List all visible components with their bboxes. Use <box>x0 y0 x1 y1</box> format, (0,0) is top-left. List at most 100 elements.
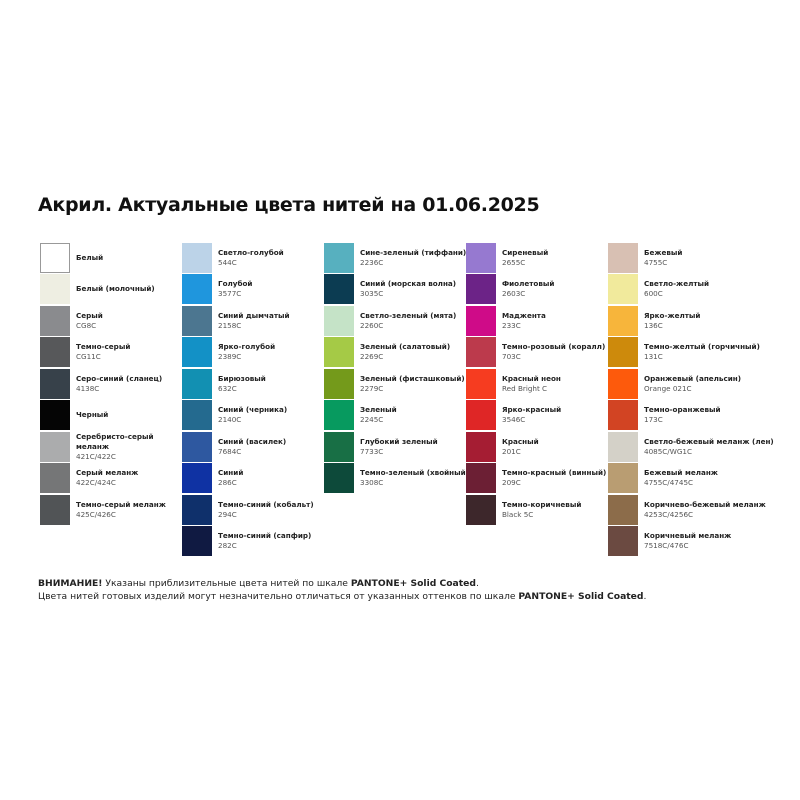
color-item: Темно-оранжевый 173C <box>608 400 750 432</box>
color-name: Светло-зеленый (мята) <box>360 310 457 320</box>
color-name: Серый <box>76 310 103 320</box>
color-item: Сиреневый 2655C <box>466 242 608 274</box>
color-name: Бежевый <box>644 247 683 257</box>
pantone-code: 173C <box>644 415 663 425</box>
color-name: Бирюзовый <box>218 373 266 383</box>
color-swatch <box>466 305 496 336</box>
color-name: Белый (молочный) <box>76 284 155 294</box>
footer-text: Цвета нитей готовых изделий могут незнач… <box>38 591 519 602</box>
color-name: Коричневый меланж <box>644 531 732 541</box>
color-name: Ярко-желтый <box>644 310 701 320</box>
pantone-code: 282C <box>218 541 237 551</box>
color-swatch <box>608 494 638 525</box>
color-item: Оранжевый (апельсин) Orange 021C <box>608 368 750 400</box>
color-swatch <box>182 274 212 305</box>
color-name: Синий (василек) <box>218 436 287 446</box>
color-item: Темно-коричневый Black 5C <box>466 494 608 526</box>
pantone-code: 131C <box>644 352 663 362</box>
color-name: Коричнево-бежевый меланж <box>644 499 766 509</box>
color-column: Белый Белый (молочный) Серый CG8C Темно-серы… <box>40 242 182 557</box>
pantone-code: 4755C <box>644 257 668 267</box>
pantone-code: 3577C <box>218 289 242 299</box>
color-name: Синий (морская волна) <box>360 279 457 289</box>
color-name: Темно-серый меланж <box>76 499 166 509</box>
color-swatch <box>466 400 496 431</box>
color-name: Темно-зеленый (хвойный) <box>360 468 469 478</box>
pantone-code: 4253C/4256C <box>644 509 694 519</box>
pantone-code: 3546C <box>502 415 526 425</box>
color-name: Синий дымчатый <box>218 310 290 320</box>
color-item: Бежевый меланж 4755C/4745C <box>608 463 750 495</box>
footer-note: ВНИМАНИЕ! Указаны приблизительные цвета … <box>38 577 646 603</box>
color-name: Темно-синий (кобальт) <box>218 499 314 509</box>
color-item: Светло-желтый 600C <box>608 274 750 306</box>
color-swatch <box>608 305 638 336</box>
color-name: Темно-синий (сапфир) <box>218 531 312 541</box>
color-swatch <box>182 431 212 462</box>
pantone-code: 421C/422C <box>76 451 116 461</box>
color-item: Темно-синий (кобальт) 294C <box>182 494 324 526</box>
color-swatch <box>608 463 638 494</box>
color-name: Темно-оранжевый <box>644 405 721 415</box>
color-item: Ярко-голубой 2389C <box>182 337 324 369</box>
color-item: Светло-голубой 544C <box>182 242 324 274</box>
color-swatch <box>324 368 354 399</box>
color-name: Светло-голубой <box>218 247 284 257</box>
footer-text: . <box>643 591 647 602</box>
color-name: Фиолетовый <box>502 279 555 289</box>
color-swatch <box>608 431 638 462</box>
color-name: Синий <box>218 468 244 478</box>
pantone-code: 2269C <box>360 352 384 362</box>
color-swatch <box>40 305 70 336</box>
pantone-code: 286C <box>218 478 237 488</box>
pantone-code: 425C/426C <box>76 509 116 519</box>
color-item: Голубой 3577C <box>182 274 324 306</box>
color-item: Темно-серый CG11C <box>40 337 182 369</box>
color-swatch <box>324 274 354 305</box>
pantone-brand: PANTONE+ Solid Coated <box>518 591 644 602</box>
color-item: Синий 286C <box>182 463 324 495</box>
pantone-code: 2389C <box>218 352 242 362</box>
color-item: Серо-синий (сланец) 4138C <box>40 368 182 400</box>
color-item: Темно-зеленый (хвойный) 3308C <box>324 463 469 495</box>
color-swatch <box>466 274 496 305</box>
color-swatch <box>182 463 212 494</box>
color-item: Серый CG8C <box>40 305 182 337</box>
pantone-code: 600C <box>644 289 663 299</box>
color-item: Черный <box>40 400 182 432</box>
color-swatch <box>40 337 70 368</box>
color-item: Серый меланж 422C/424C <box>40 463 182 495</box>
color-name: Бежевый меланж <box>644 468 718 478</box>
pantone-code: 4755C/4745C <box>644 478 694 488</box>
color-grid: Белый Белый (молочный) Серый CG8C Темно-серы… <box>40 242 774 557</box>
color-swatch <box>466 494 496 525</box>
pantone-code: 703C <box>502 352 521 362</box>
pantone-code: 2140C <box>218 415 242 425</box>
color-item: Зеленый 2245C <box>324 400 466 432</box>
color-item: Темно-розовый (коралл) 703C <box>466 337 608 369</box>
color-column: Светло-голубой 544C Голубой 3577C Синий дымч… <box>182 242 324 557</box>
pantone-code: 201C <box>502 446 521 456</box>
pantone-brand: PANTONE+ Solid Coated <box>350 578 476 589</box>
pantone-code: 7684C <box>218 446 242 456</box>
pantone-code: Red Bright C <box>502 383 548 393</box>
color-swatch <box>608 400 638 431</box>
color-name: Синий (черника) <box>218 405 288 415</box>
color-swatch <box>608 274 638 305</box>
color-swatch <box>40 368 70 399</box>
color-swatch <box>608 337 638 368</box>
color-item: Глубокий зеленый 7733C <box>324 431 466 463</box>
color-item: Темно-синий (сапфир) 282C <box>182 526 324 558</box>
color-item: Светло-зеленый (мята) 2260C <box>324 305 466 337</box>
color-item: Серебристо-серый меланж 421C/422C <box>40 431 182 463</box>
color-name: Белый <box>76 252 104 262</box>
pantone-code: 2245C <box>360 415 384 425</box>
color-name: Светло-бежевый меланж (лен) <box>644 436 774 446</box>
color-item: Синий (морская волна) 3035C <box>324 274 466 306</box>
color-name: Темно-красный (винный) <box>502 468 607 478</box>
color-swatch <box>324 337 354 368</box>
color-item: Белый (молочный) <box>40 274 182 306</box>
color-item: Белый <box>40 242 182 274</box>
color-name: Зеленый (салатовый) <box>360 342 451 352</box>
color-swatch <box>40 494 70 525</box>
